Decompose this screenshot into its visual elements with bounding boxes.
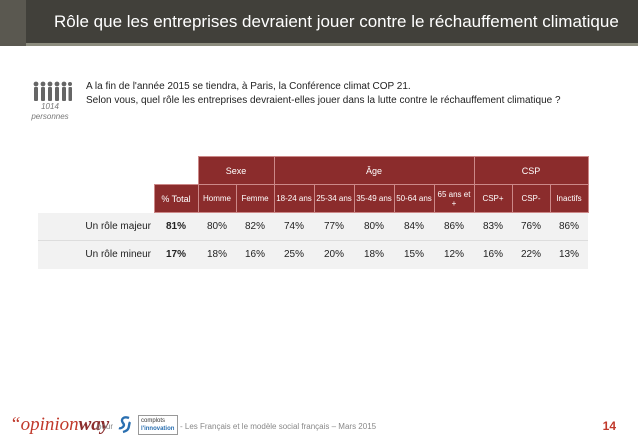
question-line-1: A la fin de l'année 2015 se tiendra, à P… <box>86 81 411 92</box>
cell-homme: 80% <box>198 212 236 241</box>
col-total: % Total <box>153 184 199 213</box>
row-label: Un rôle majeur <box>38 212 154 241</box>
cell-homme: 18% <box>198 240 236 269</box>
table-row: Un rôle majeur 81% 80% 82% 74% 77% 80% 8… <box>38 212 588 241</box>
cell-50-64: 84% <box>394 212 434 241</box>
row-label: Un rôle mineur <box>38 240 154 269</box>
col-35-49: 35-49 ans <box>353 184 395 213</box>
col-50-64: 50-64 ans <box>393 184 435 213</box>
title-bar: Rôle que les entreprises devraient jouer… <box>0 0 638 46</box>
cell-total: 17% <box>154 240 198 269</box>
cell-25-34: 77% <box>314 212 354 241</box>
column-header-row: % Total Homme Femme 18-24 ans 25-34 ans … <box>38 184 589 213</box>
sample-count: 1014 <box>41 102 59 111</box>
cell-total: 81% <box>154 212 198 241</box>
group-header-row: Sexe Âge CSP <box>38 156 589 185</box>
footer-caption: - Les Français et le modèle social franç… <box>180 422 377 431</box>
group-csp: CSP <box>473 156 589 185</box>
cell-femme: 16% <box>236 240 274 269</box>
cell-35-49: 80% <box>354 212 394 241</box>
group-sexe: Sexe <box>197 156 275 185</box>
col-csp-minus: CSP- <box>511 184 551 213</box>
cell-35-49: 18% <box>354 240 394 269</box>
cell-25-34: 20% <box>314 240 354 269</box>
cell-csp-plus: 16% <box>474 240 512 269</box>
group-age: Âge <box>273 156 475 185</box>
question-line-2: Selon vous, quel rôle les entreprises de… <box>86 95 561 106</box>
col-femme: Femme <box>235 184 275 213</box>
cell-50-64: 15% <box>394 240 434 269</box>
partner-logo: complots l'innovation <box>138 415 178 435</box>
cell-csp-plus: 83% <box>474 212 512 241</box>
footer-pour: pour <box>97 422 114 431</box>
cell-18-24: 74% <box>274 212 314 241</box>
col-65-plus: 65 ans et + <box>433 184 475 213</box>
col-csp-plus: CSP+ <box>473 184 513 213</box>
col-inactifs: Inactifs <box>549 184 589 213</box>
people-icon <box>32 80 72 102</box>
table-row: Un rôle mineur 17% 18% 16% 25% 20% 18% 1… <box>38 240 588 269</box>
cell-inactifs: 13% <box>550 240 588 269</box>
cell-65-plus: 86% <box>434 212 474 241</box>
cell-csp-minus: 76% <box>512 212 550 241</box>
sample-size: 1014 personnes <box>28 102 72 122</box>
question-text: A la fin de l'année 2015 se tiendra, à P… <box>86 80 561 108</box>
cell-18-24: 25% <box>274 240 314 269</box>
sample-unit: personnes <box>31 112 69 121</box>
col-25-34: 25-34 ans <box>313 184 355 213</box>
results-table: Sexe Âge CSP % Total Homme Femme 18-24 a… <box>38 156 589 269</box>
cell-65-plus: 12% <box>434 240 474 269</box>
footer: “opinionway pour complots l'innovation -… <box>0 410 638 442</box>
cell-femme: 82% <box>236 212 274 241</box>
page-number: 14 <box>602 419 616 433</box>
col-18-24: 18-24 ans <box>273 184 315 213</box>
client-logo-icon <box>118 416 132 434</box>
title-accent <box>0 0 26 46</box>
opinionway-logo: “opinionway <box>10 414 110 435</box>
col-homme: Homme <box>197 184 237 213</box>
page-title: Rôle que les entreprises devraient jouer… <box>54 12 619 31</box>
cell-inactifs: 86% <box>550 212 588 241</box>
cell-csp-minus: 22% <box>512 240 550 269</box>
